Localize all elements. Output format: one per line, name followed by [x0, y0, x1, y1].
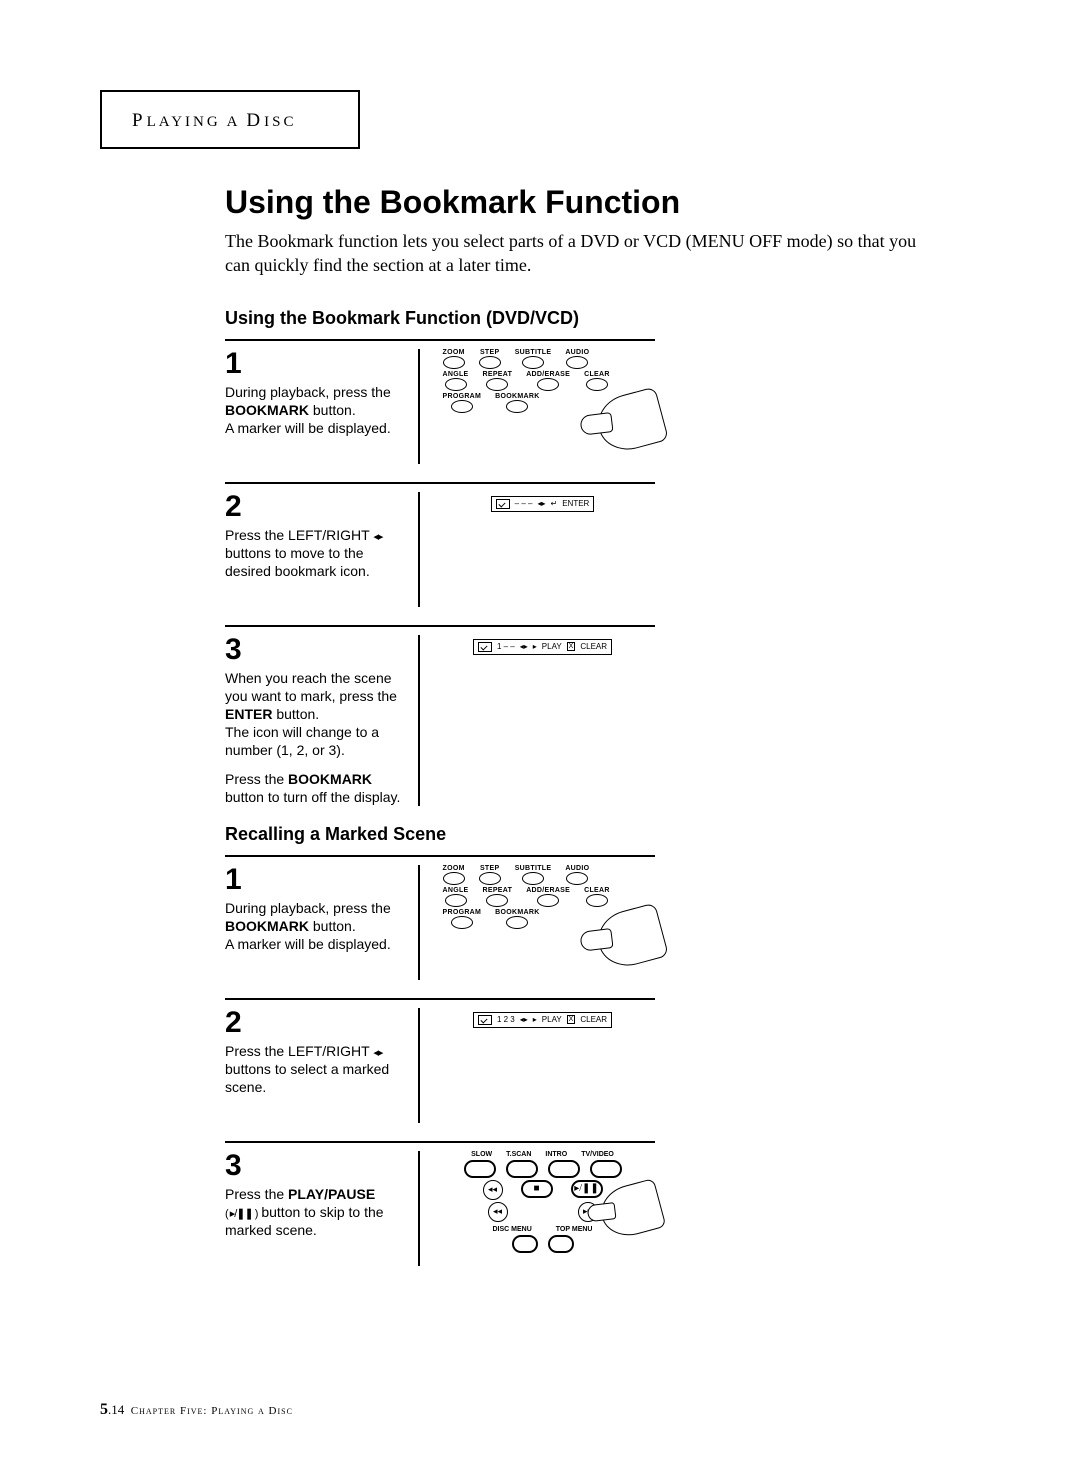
- osd-bookmark-bar: 1 2 3 ◂▸ ▸ PLAY X CLEAR: [473, 1012, 612, 1028]
- transport-button: [590, 1160, 622, 1178]
- subsection-title-2: Recalling a Marked Scene: [225, 824, 925, 845]
- step-text-cell: 2 Press the LEFT/RIGHT ◂▸ buttons to sel…: [225, 1008, 420, 1123]
- remote-btn-program: PROGRAM: [443, 909, 482, 929]
- step-number: 1: [225, 865, 410, 895]
- page-content: PLAYING A DISC Using the Bookmark Functi…: [100, 90, 980, 1284]
- remote-btn-subtitle: SUBTITLE: [515, 865, 552, 885]
- remote-btn-angle: ANGLE: [443, 371, 469, 391]
- step-text-cell: 3 Press the PLAY/PAUSE ( ▸/❚❚ ) button t…: [225, 1151, 420, 1266]
- step-body: During playback, press the BOOKMARK butt…: [225, 899, 410, 954]
- step-text-cell: 3 When you reach the scene you want to m…: [225, 635, 420, 806]
- play-pause-button: ▸/❚❚: [571, 1180, 603, 1198]
- x-icon: X: [567, 642, 576, 651]
- step-text-cell: 2 Press the LEFT/RIGHT ◂▸ buttons to mov…: [225, 492, 420, 607]
- left-right-arrows-icon: ◂▸: [520, 1015, 528, 1024]
- step-diagram-cell: 1 – – ◂▸ ▸ PLAY X CLEAR: [420, 635, 655, 805]
- bookmark-flag-icon: [478, 1015, 492, 1025]
- remote-btn-adderase: ADD/ERASE: [526, 887, 570, 907]
- transport-button: [464, 1160, 496, 1178]
- remote-btn-zoom: ZOOM: [443, 865, 465, 885]
- step-row: 1 During playback, press the BOOKMARK bu…: [225, 855, 655, 980]
- enter-icon: ↵: [551, 499, 558, 508]
- remote-diagram: ZOOM STEP SUBTITLE AUDIO ANGLE REPEAT AD…: [443, 349, 643, 415]
- remote-btn-audio: AUDIO: [565, 865, 589, 885]
- transport-label: TV/VIDEO: [581, 1151, 614, 1158]
- step-text-cell: 1 During playback, press the BOOKMARK bu…: [225, 349, 420, 464]
- subsection-title-1: Using the Bookmark Function (DVD/VCD): [225, 308, 925, 329]
- remote-btn-subtitle: SUBTITLE: [515, 349, 552, 369]
- top-menu-label: TOP MENU: [556, 1226, 593, 1233]
- step-number: 1: [225, 349, 410, 379]
- step-body: Press the LEFT/RIGHT ◂▸ buttons to move …: [225, 526, 410, 581]
- step-body: Press the LEFT/RIGHT ◂▸ buttons to selec…: [225, 1042, 410, 1097]
- remote-btn-bookmark: BOOKMARK: [495, 393, 539, 413]
- main-content: Using the Bookmark Function The Bookmark…: [225, 184, 925, 1266]
- menu-button: [512, 1235, 538, 1253]
- x-icon: X: [567, 1015, 576, 1024]
- step-diagram-cell: 1 2 3 ◂▸ ▸ PLAY X CLEAR: [420, 1008, 655, 1123]
- remote-btn-step: STEP: [479, 349, 501, 369]
- remote-btn-audio: AUDIO: [565, 349, 589, 369]
- play-pause-icon: ( ▸/❚❚ ): [225, 1208, 257, 1220]
- remote-btn-repeat: REPEAT: [483, 371, 513, 391]
- stop-button: ■: [521, 1180, 553, 1198]
- transport-label: SLOW: [471, 1151, 492, 1158]
- osd-bookmark-bar: 1 – – ◂▸ ▸ PLAY X CLEAR: [473, 639, 612, 655]
- remote-btn-clear: CLEAR: [584, 371, 610, 391]
- left-right-arrows-icon: ◂▸: [520, 642, 528, 651]
- page-footer: 5.14 Chapter Five: Playing a Disc: [100, 1401, 293, 1419]
- osd-bookmark-bar: – – – ◂▸ ↵ ENTER: [491, 496, 595, 512]
- section-header-text: PLAYING A DISC: [132, 110, 296, 131]
- page-title: Using the Bookmark Function: [225, 184, 925, 221]
- remote-btn-zoom: ZOOM: [443, 349, 465, 369]
- left-right-arrows-icon: ◂▸: [373, 1047, 382, 1059]
- remote-diagram: ZOOM STEP SUBTITLE AUDIO ANGLE REPEAT AD…: [443, 865, 643, 931]
- step-diagram-cell: ZOOM STEP SUBTITLE AUDIO ANGLE REPEAT AD…: [420, 349, 655, 464]
- rewind-icon: ◂◂: [483, 1180, 503, 1200]
- remote-btn-bookmark: BOOKMARK: [495, 909, 539, 929]
- menu-button: [548, 1235, 574, 1253]
- step-number: 3: [225, 635, 410, 665]
- step-number: 3: [225, 1151, 410, 1181]
- transport-label: T.SCAN: [506, 1151, 531, 1158]
- prev-icon: ◂◂: [488, 1202, 508, 1222]
- transport-button: [548, 1160, 580, 1178]
- step-body: When you reach the scene you want to mar…: [225, 669, 410, 806]
- remote-btn-program: PROGRAM: [443, 393, 482, 413]
- transport-diagram: SLOW T.SCAN INTRO TV/VIDEO ◂◂ ■: [443, 1151, 643, 1255]
- step-row: 3 When you reach the scene you want to m…: [225, 625, 655, 806]
- remote-btn-step: STEP: [479, 865, 501, 885]
- remote-btn-adderase: ADD/ERASE: [526, 371, 570, 391]
- step-body: During playback, press the BOOKMARK butt…: [225, 383, 410, 438]
- bookmark-flag-icon: [478, 642, 492, 652]
- remote-btn-repeat: REPEAT: [483, 887, 513, 907]
- step-text-cell: 1 During playback, press the BOOKMARK bu…: [225, 865, 420, 980]
- step-number: 2: [225, 1008, 410, 1038]
- disc-menu-label: DISC MENU: [493, 1226, 532, 1233]
- left-right-arrows-icon: ◂▸: [373, 531, 382, 543]
- left-right-arrows-icon: ◂▸: [537, 499, 545, 508]
- transport-button: [506, 1160, 538, 1178]
- step-row: 1 During playback, press the BOOKMARK bu…: [225, 339, 655, 464]
- step-row: 3 Press the PLAY/PAUSE ( ▸/❚❚ ) button t…: [225, 1141, 655, 1266]
- step-row: 2 Press the LEFT/RIGHT ◂▸ buttons to mov…: [225, 482, 655, 607]
- play-icon: ▸: [533, 1015, 537, 1024]
- step-number: 2: [225, 492, 410, 522]
- play-icon: ▸: [533, 642, 537, 651]
- step-row: 2 Press the LEFT/RIGHT ◂▸ buttons to sel…: [225, 998, 655, 1123]
- bookmark-flag-icon: [496, 499, 510, 509]
- intro-paragraph: The Bookmark function lets you select pa…: [225, 229, 925, 278]
- step-diagram-cell: SLOW T.SCAN INTRO TV/VIDEO ◂◂ ■: [420, 1151, 655, 1266]
- section-header-box: PLAYING A DISC: [100, 90, 360, 149]
- step-diagram-cell: – – – ◂▸ ↵ ENTER: [420, 492, 655, 607]
- transport-label: INTRO: [545, 1151, 567, 1158]
- remote-btn-clear: CLEAR: [584, 887, 610, 907]
- step-diagram-cell: ZOOM STEP SUBTITLE AUDIO ANGLE REPEAT AD…: [420, 865, 655, 980]
- remote-btn-angle: ANGLE: [443, 887, 469, 907]
- step-body: Press the PLAY/PAUSE ( ▸/❚❚ ) button to …: [225, 1185, 410, 1240]
